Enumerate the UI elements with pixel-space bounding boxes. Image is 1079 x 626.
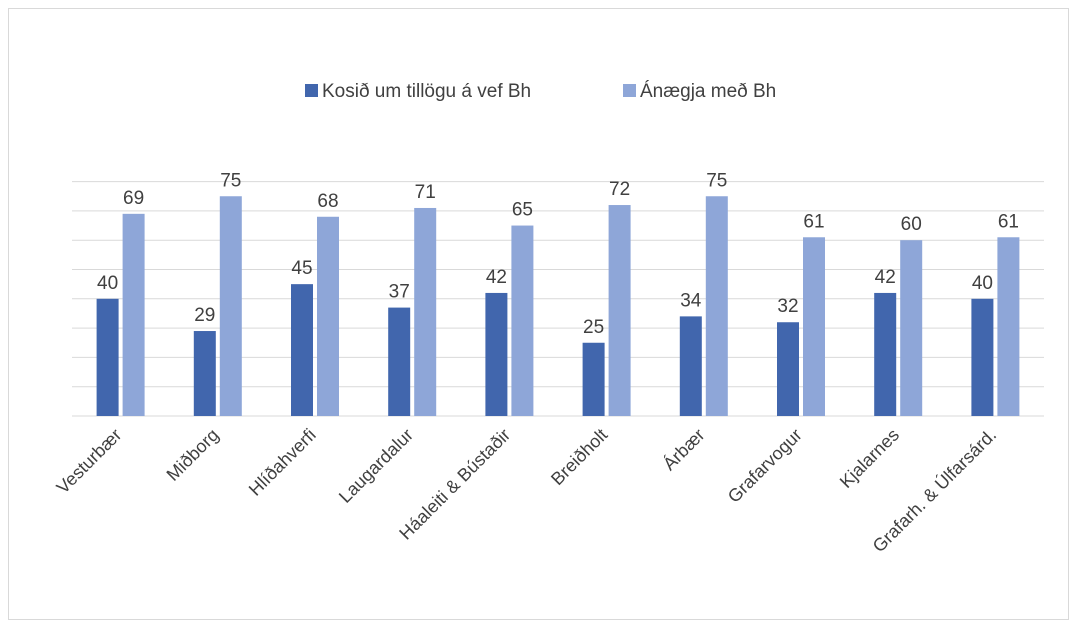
legend-swatch-series-1 — [305, 84, 318, 97]
bar-series-1-7 — [679, 316, 702, 416]
data-label-series-2-8: 61 — [803, 211, 824, 232]
data-label-series-2-1: 69 — [123, 188, 144, 209]
bar-series-2-4 — [414, 207, 437, 416]
data-label-series-2-5: 65 — [512, 200, 533, 221]
gridlines — [72, 181, 1044, 417]
data-label-series-1-7: 34 — [680, 290, 702, 311]
category-tick-label: Kjalarnes — [836, 425, 903, 492]
bar-series-1-10 — [971, 298, 994, 416]
category-tick-label: Grafarvogur — [724, 425, 806, 507]
bar-series-2-2 — [219, 196, 242, 416]
data-label-series-2-7: 75 — [706, 170, 727, 191]
bar-series-1-2 — [193, 331, 216, 416]
bar-series-2-9 — [900, 240, 923, 416]
data-label-series-1-2: 29 — [194, 305, 215, 326]
bar-series-2-7 — [705, 196, 728, 416]
data-label-series-2-9: 60 — [901, 214, 922, 235]
bar-series-2-8 — [803, 237, 825, 416]
data-label-series-1-10: 40 — [972, 273, 993, 294]
data-label-series-1-9: 42 — [875, 267, 896, 288]
data-labels: 40 69 29 75 45 68 37 71 42 65 25 72 34 75 32 61 42 60 40 61 — [97, 170, 1019, 338]
data-label-series-2-6: 72 — [609, 179, 630, 200]
bar-series-1-1 — [96, 298, 119, 416]
data-label-series-1-8: 32 — [777, 296, 798, 317]
bar-series-1-4 — [388, 307, 411, 416]
legend-label-series-2: Ánægja með Bh — [640, 81, 776, 102]
category-tick-label: Árbær — [659, 425, 709, 475]
bar-series-1-3 — [291, 284, 313, 416]
legend: Kosið um tillögu á vef Bh Ánægja með Bh — [305, 81, 776, 102]
bar-series-2-10 — [997, 237, 1020, 416]
data-label-series-2-10: 61 — [998, 211, 1019, 232]
category-tick-label: Vesturbær — [53, 425, 126, 498]
bar-series-1-9 — [874, 292, 897, 416]
category-tick-label: Breiðholt — [547, 425, 611, 489]
data-label-series-1-5: 42 — [486, 267, 507, 288]
category-tick-label: Laugardalur — [335, 425, 417, 507]
data-label-series-2-4: 71 — [415, 182, 436, 203]
legend-swatch-series-2 — [623, 84, 636, 97]
data-label-series-2-3: 68 — [317, 191, 338, 212]
data-label-series-1-4: 37 — [389, 282, 410, 303]
category-tick-label: Hlíðahverfi — [245, 425, 320, 500]
bar-series-2-3 — [317, 216, 339, 416]
bar-series-2-6 — [608, 205, 631, 416]
data-label-series-1-1: 40 — [97, 273, 118, 294]
bar-series-1-5 — [485, 292, 508, 416]
bar-series-2-1 — [122, 213, 145, 416]
bar-series-1-8 — [777, 322, 799, 416]
data-label-series-2-2: 75 — [220, 170, 241, 191]
bars — [96, 196, 1020, 416]
legend-label-series-1: Kosið um tillögu á vef Bh — [322, 81, 531, 102]
data-label-series-1-6: 25 — [583, 317, 604, 338]
data-label-series-1-3: 45 — [291, 258, 312, 279]
category-tick-labels: Vesturbær Miðborg Hlíðahverfi LaugardalurHá… — [53, 424, 1001, 556]
bar-series-1-6 — [582, 342, 605, 416]
category-tick-label: Miðborg — [163, 425, 223, 485]
bar-series-2-5 — [511, 225, 534, 416]
